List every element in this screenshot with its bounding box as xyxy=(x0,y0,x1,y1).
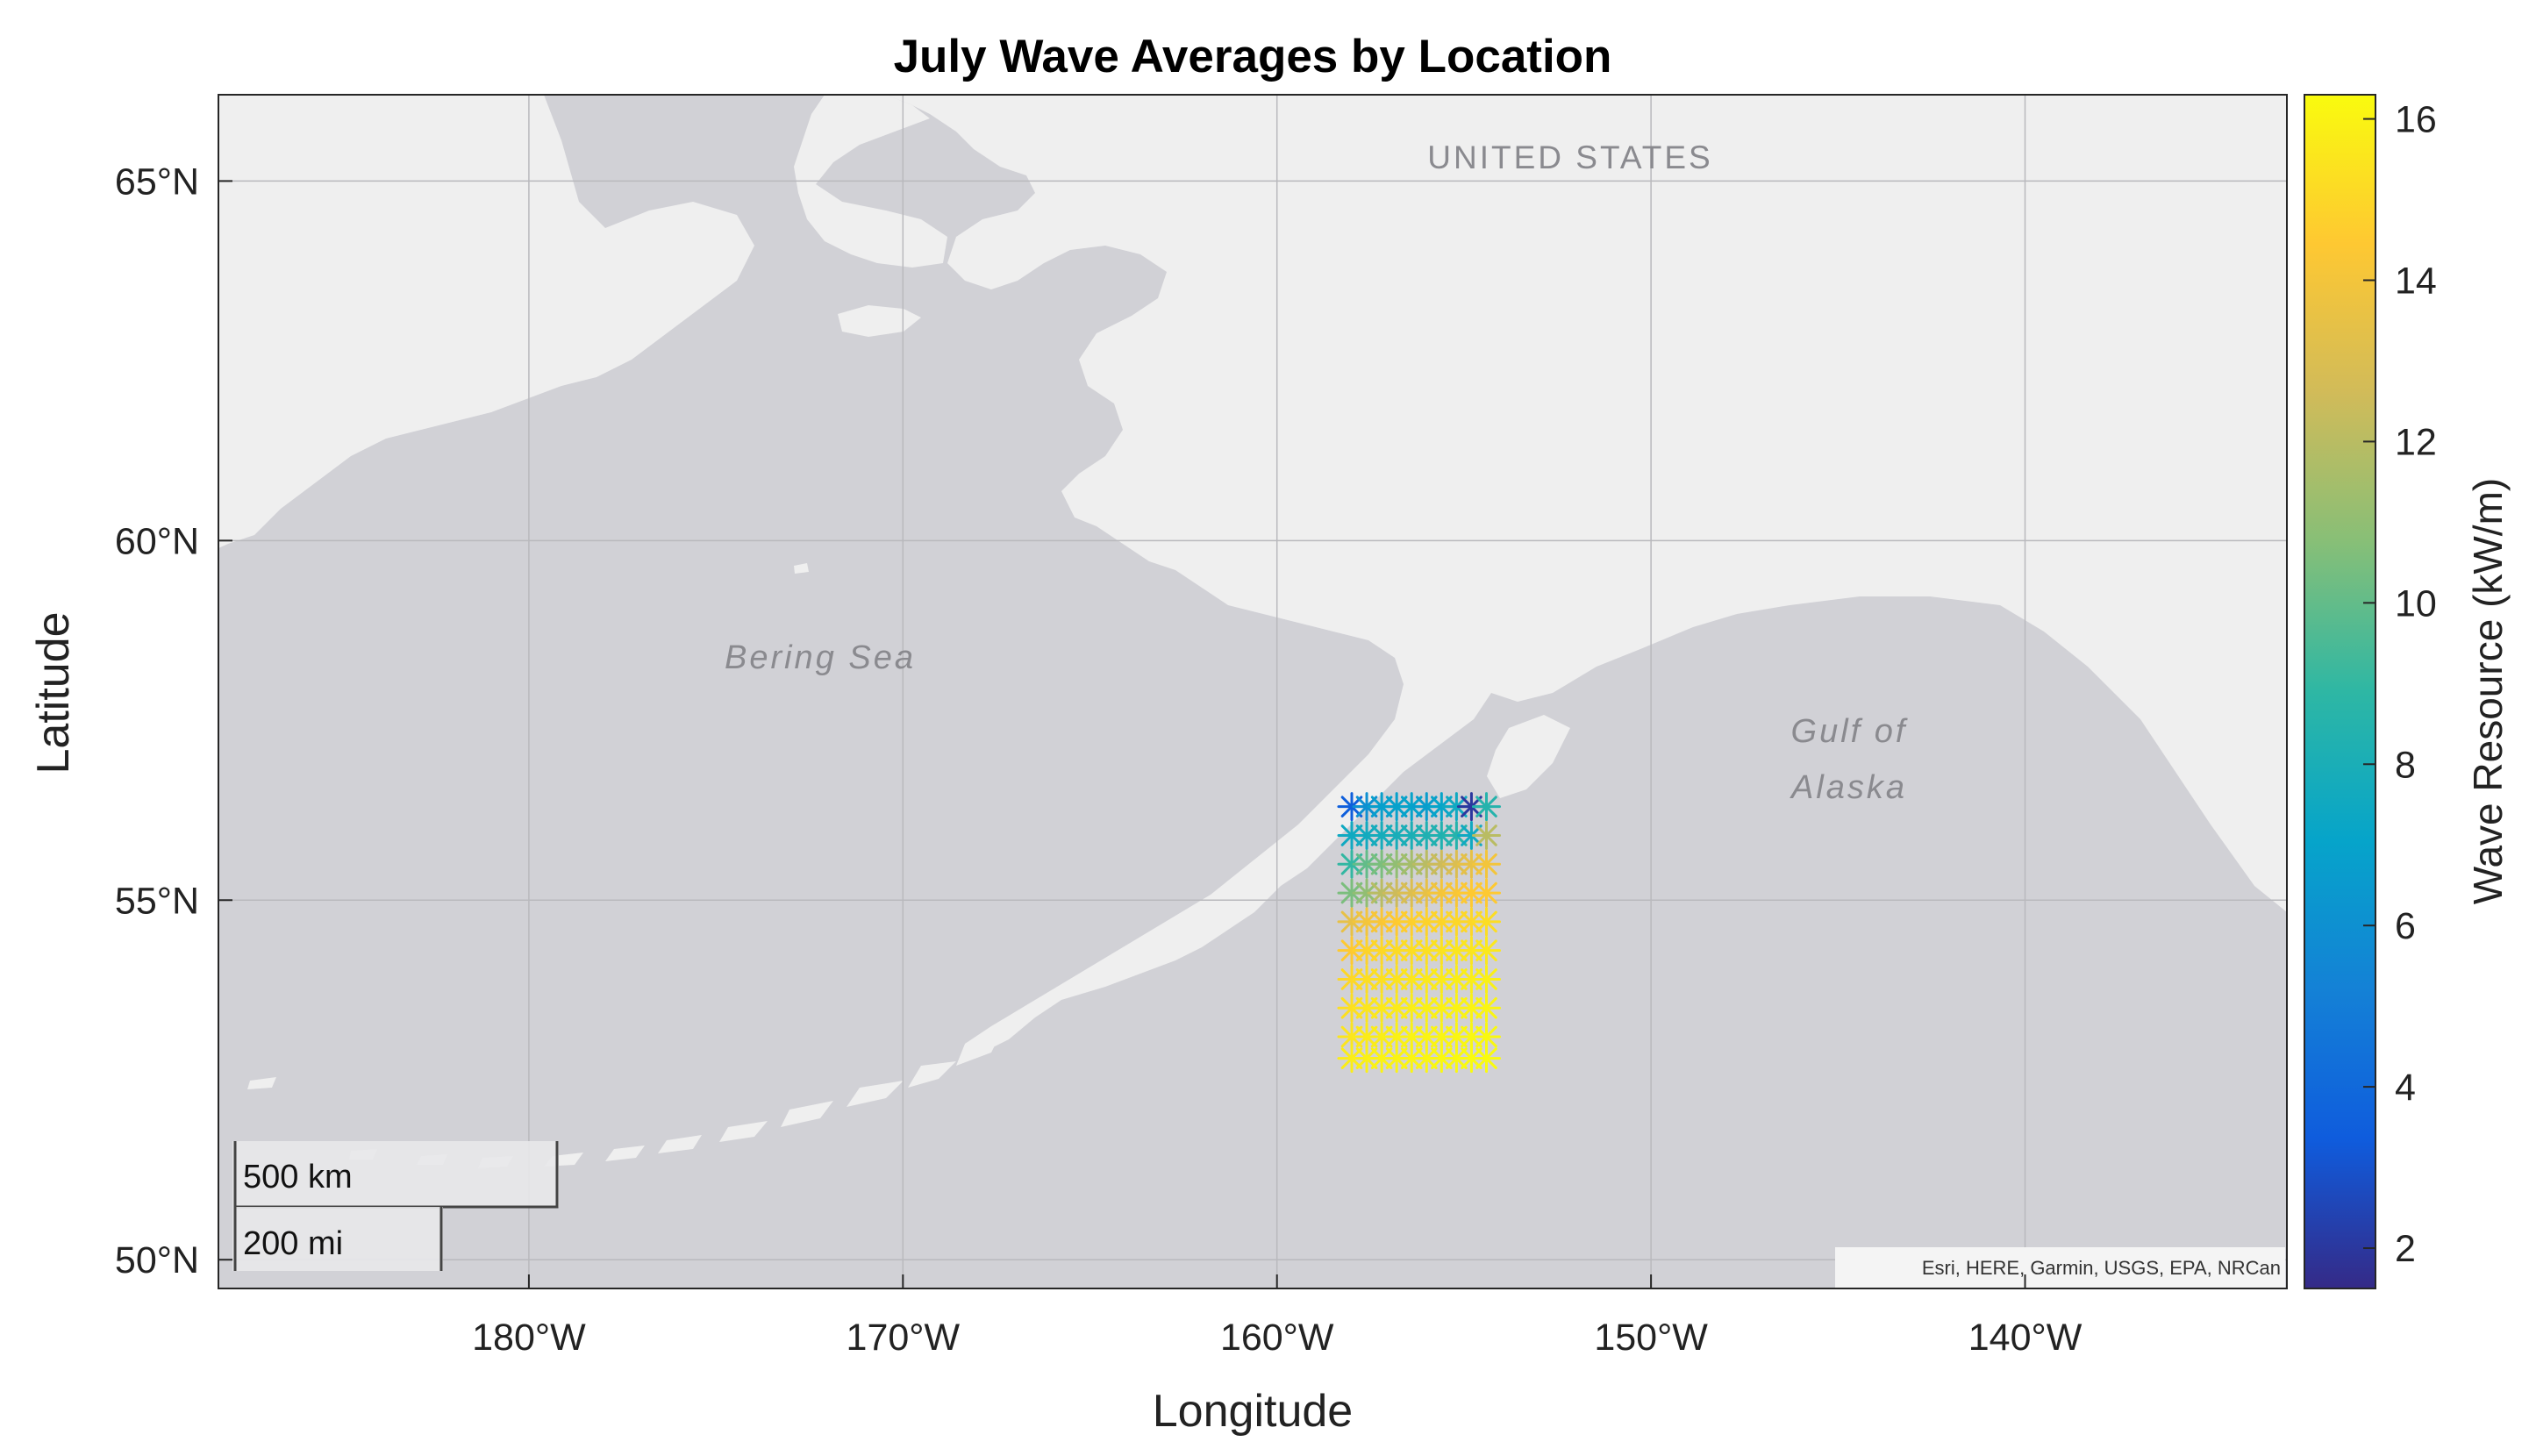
data-point xyxy=(1337,993,1367,1023)
data-point xyxy=(1472,993,1502,1023)
colorbar-ticks: 2 4 6 8 10 12 14 16 xyxy=(2363,99,2437,1270)
data-point xyxy=(1456,878,1486,908)
map-axes[interactable]: UNITED STATES Bering Sea Gulf of Alaska … xyxy=(218,94,2288,1289)
colorbar-tick-label: 12 xyxy=(2395,421,2437,463)
alaska-land xyxy=(491,95,2287,1053)
scale-bar: 500 km 200 mi xyxy=(232,1141,559,1271)
data-point xyxy=(1441,878,1471,908)
chukotka-land xyxy=(218,95,754,548)
colorbar-tick-label: 4 xyxy=(2395,1067,2416,1109)
y-tick-label: 60°N xyxy=(115,520,199,562)
data-point xyxy=(1472,878,1502,908)
data-point xyxy=(1352,1044,1382,1074)
data-point xyxy=(1472,820,1502,850)
data-point xyxy=(1367,878,1397,908)
data-points xyxy=(1337,792,1502,1074)
colorbar-tick-label: 6 xyxy=(2395,905,2416,947)
kodiak-island xyxy=(1487,715,1570,798)
colorbar-tick-label: 8 xyxy=(2395,744,2416,786)
x-ticks: 180°W 170°W 160°W 150°W 140°W xyxy=(472,1274,2082,1359)
data-point xyxy=(1397,907,1426,937)
country-label: UNITED STATES xyxy=(1427,139,1712,175)
colorbar-tick-label: 16 xyxy=(2395,99,2437,141)
scale-bar-mi-label: 200 mi xyxy=(243,1225,343,1262)
gulf-label-line1: Gulf of xyxy=(1791,713,1908,750)
seward-peninsula xyxy=(794,95,947,268)
data-point xyxy=(1472,849,1502,879)
x-tick-label: 160°W xyxy=(1220,1317,1334,1359)
data-point xyxy=(1426,993,1456,1023)
y-tick-label: 50°N xyxy=(115,1239,199,1281)
map-frame xyxy=(218,94,2288,1289)
y-ticks: 50°N 55°N 60°N 65°N xyxy=(115,161,232,1281)
data-point xyxy=(1456,964,1486,994)
attribution-box xyxy=(1835,1247,2285,1288)
x-tick-label: 140°W xyxy=(1968,1317,2082,1359)
y-axis-label: Latitude xyxy=(28,611,79,774)
scale-bar-mi-box xyxy=(232,1207,443,1271)
data-point xyxy=(1472,964,1502,994)
data-point xyxy=(1456,936,1486,966)
data-point xyxy=(1411,878,1441,908)
gulf-label-line2: Alaska xyxy=(1790,769,1907,806)
data-point xyxy=(1382,849,1411,879)
data-point xyxy=(1472,1044,1502,1074)
attribution-text: Esri, HERE, Garmin, USGS, EPA, NRCan xyxy=(1922,1257,2281,1279)
data-point xyxy=(1472,907,1502,937)
x-tick-label: 150°W xyxy=(1594,1317,1708,1359)
data-point xyxy=(1337,792,1367,822)
colorbar-tick-label: 2 xyxy=(2395,1228,2416,1270)
colorbar: 2 4 6 8 10 12 14 16 Wave Resource (kW/m) xyxy=(2304,94,2511,1289)
data-point xyxy=(1337,849,1367,879)
data-point xyxy=(1337,878,1367,908)
x-tick-label: 170°W xyxy=(847,1317,961,1359)
pribilof-islands xyxy=(794,563,809,574)
scale-bar-km-box xyxy=(232,1141,559,1207)
y-tick-label: 55°N xyxy=(115,880,199,922)
colorbar-fill xyxy=(2304,94,2376,1289)
data-point xyxy=(1382,993,1411,1023)
colorbar-label: Wave Resource (kW/m) xyxy=(2465,478,2511,904)
data-point xyxy=(1426,820,1456,850)
data-point xyxy=(1411,993,1441,1023)
colorbar-tick-label: 14 xyxy=(2395,261,2437,303)
x-axis-label: Longitude xyxy=(1153,1386,1353,1437)
st-lawrence-island xyxy=(838,305,921,337)
scale-bar-mi-line xyxy=(233,1207,443,1271)
data-point xyxy=(1397,1022,1426,1052)
y-tick-label: 65°N xyxy=(115,161,199,203)
chart-title: July Wave Averages by Location xyxy=(894,31,1612,82)
grid-lines xyxy=(218,95,2287,1288)
data-point xyxy=(1472,936,1502,966)
data-point xyxy=(1352,849,1382,879)
data-point xyxy=(1472,792,1502,822)
colorbar-tick-label: 10 xyxy=(2395,582,2437,625)
scale-bar-km-label: 500 km xyxy=(243,1159,353,1195)
data-point xyxy=(1382,792,1411,822)
data-point xyxy=(1337,936,1367,966)
x-tick-label: 180°W xyxy=(472,1317,586,1359)
sea-label: Bering Sea xyxy=(725,639,916,676)
data-point xyxy=(1426,1044,1456,1074)
